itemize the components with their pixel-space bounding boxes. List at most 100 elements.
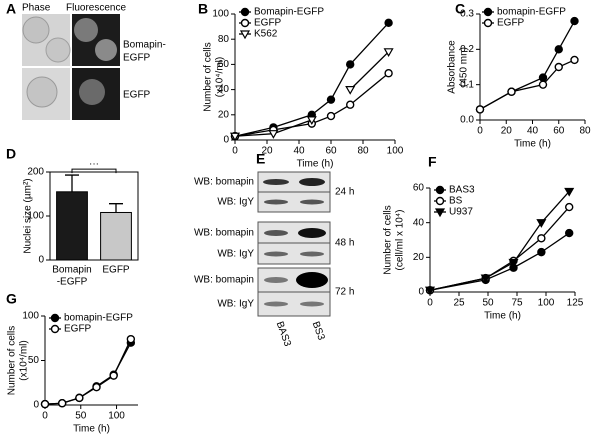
legend-marker <box>240 18 250 28</box>
y-tick-label: 100 <box>27 211 44 222</box>
row-label: EGFP <box>123 53 151 64</box>
legend-label: EGFP <box>497 18 525 29</box>
marker <box>554 45 563 54</box>
y-tick-label: 20 <box>413 252 425 263</box>
legend-marker <box>434 208 446 218</box>
bar <box>100 211 132 261</box>
marker <box>536 219 547 228</box>
series-line <box>429 232 570 291</box>
row-label: EGFP <box>123 90 151 101</box>
marker <box>92 383 101 392</box>
y-axis-label: Absorbance <box>447 40 458 94</box>
marker <box>507 87 516 96</box>
x-axis-label: Time (h) <box>297 159 334 170</box>
x-tick-label: 100 <box>538 298 555 309</box>
series-line <box>234 72 390 137</box>
y-tick-label: 0.2 <box>460 44 474 55</box>
x-tick-label: 25 <box>453 298 465 309</box>
y-tick-label: 40 <box>413 217 425 228</box>
panel-letter: C <box>455 1 465 17</box>
y-tick-label: 0 <box>223 135 229 146</box>
panel-letter: E <box>256 151 265 167</box>
panel-letter: D <box>6 146 16 162</box>
y-tick-label: 100 <box>212 9 229 20</box>
y-tick-label: 200 <box>27 167 44 178</box>
time-label: 72 h <box>335 287 354 298</box>
x-tick-label: 40 <box>293 146 305 157</box>
time-label: 48 h <box>335 238 354 249</box>
column-header: Phase <box>22 3 51 14</box>
marker <box>268 130 279 139</box>
panel-letter: B <box>198 1 208 17</box>
x-tick-label: 60 <box>325 146 337 157</box>
x-tick-label: 0 <box>427 298 433 309</box>
cell <box>95 39 117 61</box>
blot-24h <box>257 171 331 213</box>
legend-label: BAS3 <box>449 185 475 196</box>
x-tick-label: 75 <box>511 298 523 309</box>
legend-label: Bomapin-EGFP <box>254 7 324 18</box>
marker <box>565 202 574 212</box>
legend-marker <box>240 7 250 17</box>
series-line <box>234 22 390 137</box>
y-tick-label: 0 <box>38 255 44 266</box>
legend-label: BS <box>449 196 463 207</box>
cell <box>74 18 98 42</box>
cell <box>45 37 71 63</box>
legend-label: EGFP <box>254 18 282 29</box>
series-line <box>44 342 132 405</box>
lane-label: BAS3 <box>274 320 293 348</box>
blot-label: WB: bomapin <box>194 228 254 239</box>
x-tick-label: 60 <box>553 126 565 137</box>
x-tick-label: EGFP <box>102 265 130 276</box>
series-line <box>44 338 132 405</box>
x-axis-label: Time (h) <box>73 424 110 435</box>
legend-label: bomapin-EGFP <box>497 7 566 18</box>
blot-72h <box>257 267 331 317</box>
y-tick-label: 50 <box>28 355 40 366</box>
legend-marker <box>50 324 60 334</box>
x-tick-label: 0 <box>42 411 48 422</box>
marker <box>346 60 355 69</box>
x-tick-label: Bomapin <box>52 265 91 276</box>
series-line <box>429 206 570 291</box>
x-tick-label: 40 <box>527 126 539 137</box>
error-bar <box>109 203 123 213</box>
y-axis-label: (cell/ml x 10⁴) <box>395 210 406 271</box>
legend-marker <box>239 30 251 40</box>
x-tick-label: 125 <box>567 298 584 309</box>
x-tick-label: -EGFP <box>57 277 88 288</box>
marker <box>480 274 491 284</box>
x-tick-label: 50 <box>75 411 87 422</box>
blot-label: WB: bomapin <box>194 275 254 286</box>
marker <box>57 399 67 408</box>
bar <box>56 191 88 261</box>
marker <box>109 371 118 380</box>
marker <box>384 69 393 78</box>
blot-label: WB: IgY <box>217 197 254 208</box>
legend-marker <box>435 196 445 206</box>
marker <box>554 62 563 72</box>
marker <box>508 258 519 268</box>
legend-label: bomapin-EGFP <box>64 313 133 324</box>
marker <box>565 228 574 238</box>
panel-letter: F <box>428 154 437 170</box>
x-tick-label: 0 <box>477 126 483 137</box>
significance-bracket <box>71 168 117 174</box>
y-tick-label: 80 <box>218 34 230 45</box>
marker <box>384 18 393 28</box>
x-axis-label: Time (h) <box>514 139 551 150</box>
blot-48h <box>257 221 331 265</box>
marker <box>537 247 546 257</box>
marker <box>538 73 548 82</box>
y-tick-label: 20 <box>218 109 230 120</box>
legend-marker <box>483 18 493 28</box>
cell <box>79 79 105 105</box>
marker <box>537 234 546 243</box>
marker <box>345 86 356 95</box>
y-tick-label: 60 <box>413 183 425 194</box>
marker <box>346 100 355 109</box>
cell <box>22 16 50 44</box>
y-tick-label: 0.1 <box>460 79 474 90</box>
x-tick-label: 100 <box>387 146 404 157</box>
